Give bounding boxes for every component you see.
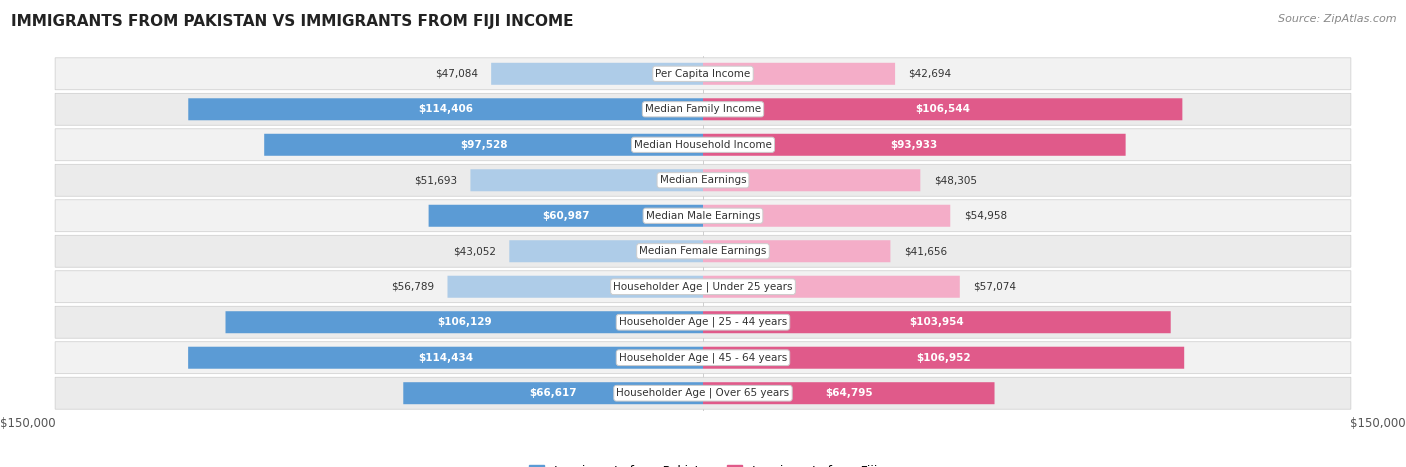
Text: $114,406: $114,406	[418, 104, 474, 114]
FancyBboxPatch shape	[55, 342, 1351, 374]
Text: $60,987: $60,987	[543, 211, 589, 221]
Text: $56,789: $56,789	[391, 282, 434, 292]
FancyBboxPatch shape	[471, 169, 703, 191]
FancyBboxPatch shape	[188, 347, 703, 369]
FancyBboxPatch shape	[404, 382, 703, 404]
FancyBboxPatch shape	[55, 93, 1351, 125]
FancyBboxPatch shape	[429, 205, 703, 227]
FancyBboxPatch shape	[264, 134, 703, 156]
Text: $66,617: $66,617	[529, 388, 576, 398]
FancyBboxPatch shape	[703, 63, 896, 85]
Text: Householder Age | 45 - 64 years: Householder Age | 45 - 64 years	[619, 353, 787, 363]
Text: Householder Age | Over 65 years: Householder Age | Over 65 years	[616, 388, 790, 398]
Text: $41,656: $41,656	[904, 246, 948, 256]
FancyBboxPatch shape	[225, 311, 703, 333]
FancyBboxPatch shape	[703, 169, 921, 191]
Text: $47,084: $47,084	[434, 69, 478, 79]
FancyBboxPatch shape	[55, 271, 1351, 303]
FancyBboxPatch shape	[703, 382, 994, 404]
Text: Per Capita Income: Per Capita Income	[655, 69, 751, 79]
FancyBboxPatch shape	[491, 63, 703, 85]
FancyBboxPatch shape	[703, 347, 1184, 369]
FancyBboxPatch shape	[55, 377, 1351, 409]
Text: $114,434: $114,434	[418, 353, 474, 363]
Text: Median Earnings: Median Earnings	[659, 175, 747, 185]
FancyBboxPatch shape	[509, 240, 703, 262]
FancyBboxPatch shape	[703, 98, 1182, 120]
Text: $106,952: $106,952	[917, 353, 972, 363]
FancyBboxPatch shape	[55, 200, 1351, 232]
Text: Median Family Income: Median Family Income	[645, 104, 761, 114]
Text: $54,958: $54,958	[963, 211, 1007, 221]
Text: $64,795: $64,795	[825, 388, 873, 398]
FancyBboxPatch shape	[55, 129, 1351, 161]
Text: $51,693: $51,693	[413, 175, 457, 185]
FancyBboxPatch shape	[55, 306, 1351, 338]
Text: Median Household Income: Median Household Income	[634, 140, 772, 150]
FancyBboxPatch shape	[55, 235, 1351, 267]
Text: $106,129: $106,129	[437, 317, 492, 327]
FancyBboxPatch shape	[703, 134, 1126, 156]
Text: Householder Age | 25 - 44 years: Householder Age | 25 - 44 years	[619, 317, 787, 327]
Text: $42,694: $42,694	[908, 69, 952, 79]
FancyBboxPatch shape	[55, 164, 1351, 196]
Text: Median Male Earnings: Median Male Earnings	[645, 211, 761, 221]
Text: $103,954: $103,954	[910, 317, 965, 327]
FancyBboxPatch shape	[703, 311, 1171, 333]
Text: Source: ZipAtlas.com: Source: ZipAtlas.com	[1278, 14, 1396, 24]
FancyBboxPatch shape	[703, 205, 950, 227]
Text: IMMIGRANTS FROM PAKISTAN VS IMMIGRANTS FROM FIJI INCOME: IMMIGRANTS FROM PAKISTAN VS IMMIGRANTS F…	[11, 14, 574, 29]
Text: Median Female Earnings: Median Female Earnings	[640, 246, 766, 256]
Text: $57,074: $57,074	[973, 282, 1017, 292]
Text: Householder Age | Under 25 years: Householder Age | Under 25 years	[613, 282, 793, 292]
Text: $97,528: $97,528	[460, 140, 508, 150]
Text: $43,052: $43,052	[453, 246, 496, 256]
FancyBboxPatch shape	[703, 276, 960, 298]
FancyBboxPatch shape	[55, 58, 1351, 90]
Text: $48,305: $48,305	[934, 175, 977, 185]
FancyBboxPatch shape	[188, 98, 703, 120]
FancyBboxPatch shape	[447, 276, 703, 298]
FancyBboxPatch shape	[703, 240, 890, 262]
Legend: Immigrants from Pakistan, Immigrants from Fiji: Immigrants from Pakistan, Immigrants fro…	[523, 460, 883, 467]
Text: $93,933: $93,933	[890, 140, 938, 150]
Text: $106,544: $106,544	[915, 104, 970, 114]
